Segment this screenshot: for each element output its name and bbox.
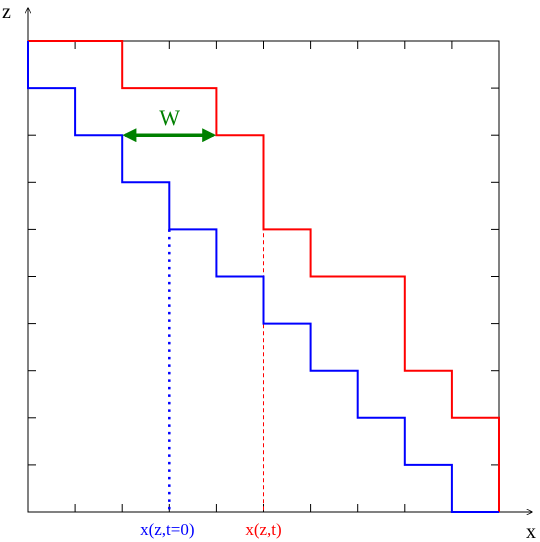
initial-position-label: x(z,t=0) [140, 520, 194, 539]
z-axis-label: z [2, 1, 11, 23]
blue-staircase [27, 41, 499, 513]
current-position-label: x(z,t) [245, 520, 281, 539]
red-staircase [28, 40, 500, 512]
x-axis-label: x [526, 521, 536, 542]
width-label: W [159, 105, 180, 130]
